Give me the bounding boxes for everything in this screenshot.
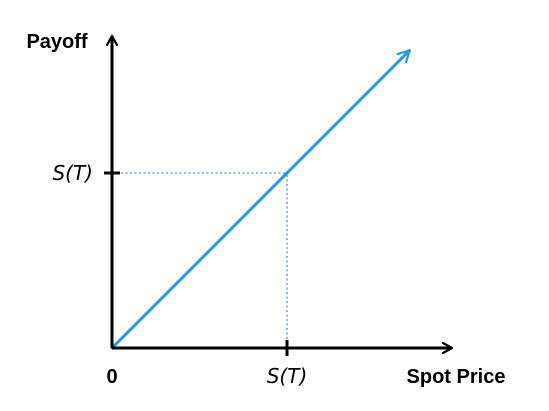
origin-label: 0: [106, 366, 117, 388]
y-tick-label: S(T): [52, 161, 93, 185]
x-tick-label: S(T): [267, 364, 308, 388]
payoff-series-line: [110, 49, 411, 350]
x-axis-title: Spot Price: [407, 366, 506, 388]
y-axis-title: Payoff: [26, 31, 87, 53]
